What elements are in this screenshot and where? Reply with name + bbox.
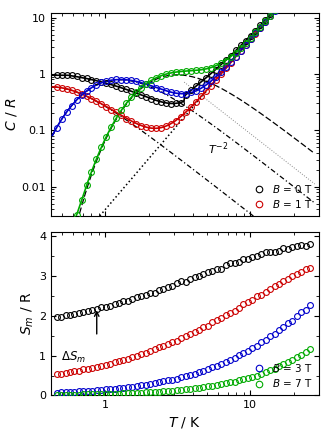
Text: $T^{-2}$: $T^{-2}$ xyxy=(208,140,228,157)
Text: $\Delta S_m$: $\Delta S_m$ xyxy=(61,350,86,365)
Y-axis label: $S_m$ / R: $S_m$ / R xyxy=(20,292,36,335)
X-axis label: $T$ / K: $T$ / K xyxy=(168,415,202,430)
Y-axis label: $C$ / $R$: $C$ / $R$ xyxy=(4,98,19,132)
Legend: $B$ = 3 T, $B$ = 7 T: $B$ = 3 T, $B$ = 7 T xyxy=(247,361,314,390)
Legend: $B$ = 0 T, $B$ = 1 T: $B$ = 0 T, $B$ = 1 T xyxy=(247,182,314,211)
